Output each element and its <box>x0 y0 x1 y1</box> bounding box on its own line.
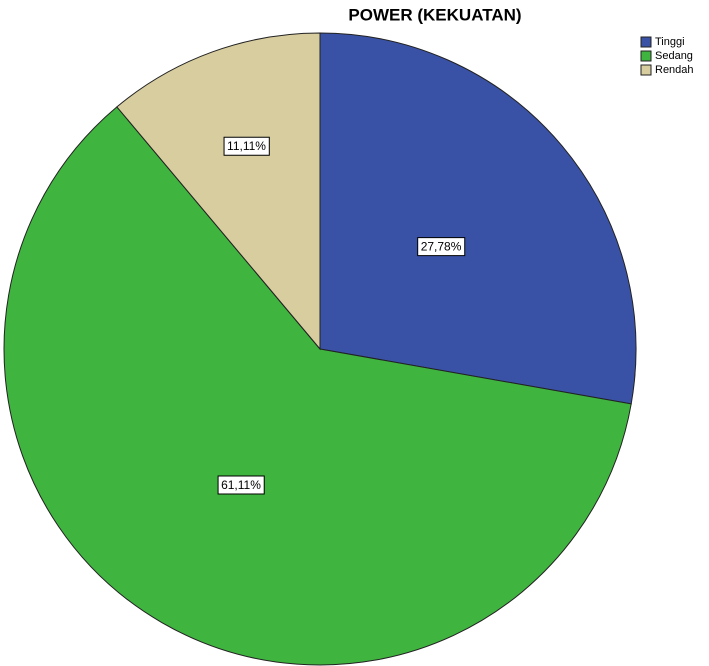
data-label: 27,78% <box>421 240 462 254</box>
pie-slice <box>116 32 321 351</box>
data-label: 11,11% <box>227 139 266 153</box>
legend-label: Rendah <box>655 64 694 76</box>
legend-swatch <box>640 64 652 76</box>
legend-label: Tinggi <box>655 36 685 48</box>
chart-title: POWER (KEKUATAN) <box>348 5 521 24</box>
data-label-box <box>417 237 466 257</box>
pie-slice <box>3 106 632 666</box>
pie-slice <box>319 32 637 405</box>
legend-swatch <box>640 36 652 48</box>
data-label-box <box>223 136 270 156</box>
data-label-box <box>217 475 265 495</box>
data-label: 61,11% <box>221 478 261 492</box>
legend-swatch <box>640 50 652 62</box>
legend-label: Sedang <box>655 50 693 62</box>
